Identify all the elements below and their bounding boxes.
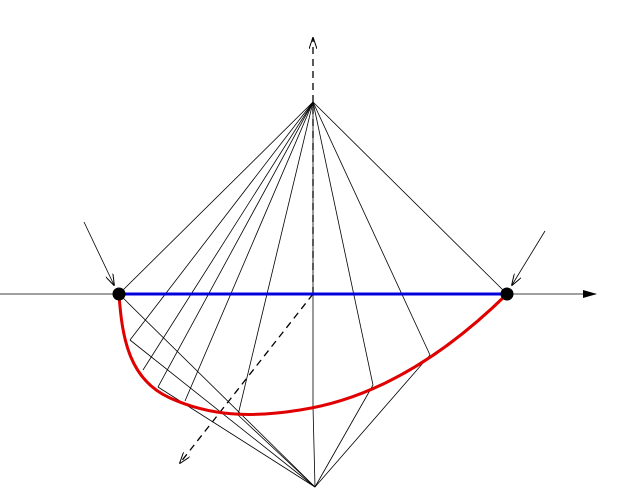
pointer-arrow: [512, 230, 546, 285]
ray: [142, 101, 314, 371]
ray: [237, 414, 316, 488]
ray: [312, 406, 316, 488]
ray: [129, 101, 314, 341]
ray: [118, 293, 316, 488]
rays: [118, 101, 508, 488]
ray: [312, 101, 431, 356]
ray: [237, 101, 314, 416]
ray: [118, 101, 314, 295]
endpoint: [112, 287, 126, 301]
red-curve: [117, 292, 509, 416]
ray: [312, 101, 508, 295]
ray: [314, 384, 374, 488]
pointer-arrow: [83, 221, 114, 285]
ray: [157, 101, 314, 388]
ray: [312, 101, 374, 386]
endpoint: [500, 287, 514, 301]
ray: [314, 354, 431, 488]
ray: [184, 101, 314, 402]
